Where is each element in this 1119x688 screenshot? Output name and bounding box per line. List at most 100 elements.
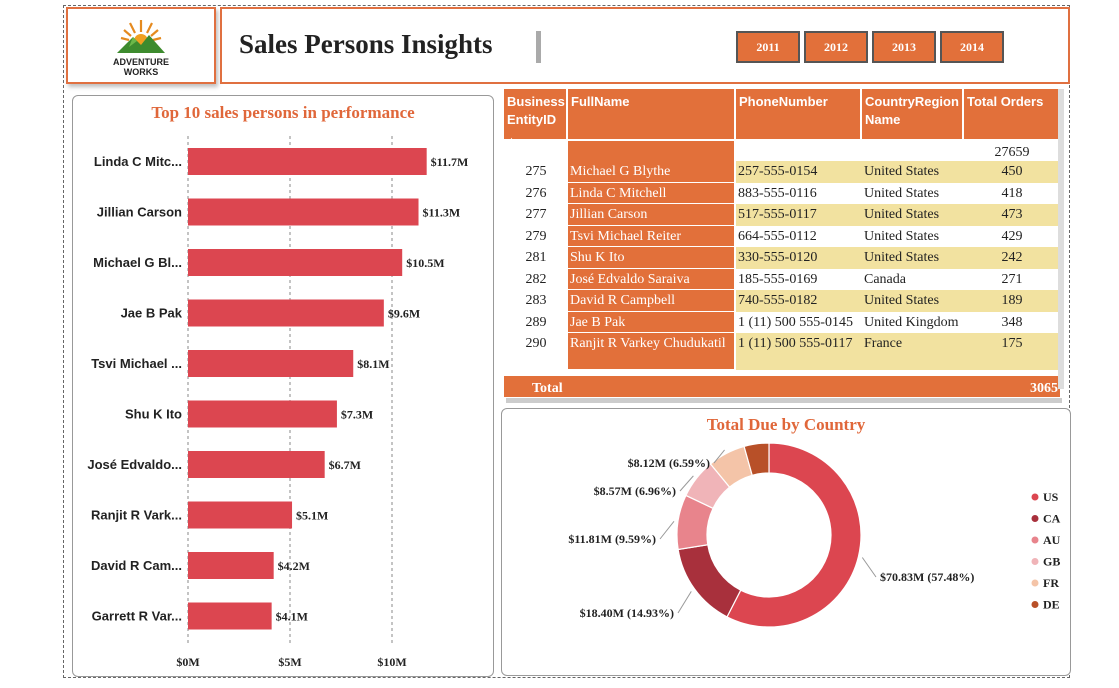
sort-ascending-icon[interactable]: ▲ xyxy=(507,135,516,145)
bar[interactable] xyxy=(188,299,384,327)
table-vertical-scrollbar[interactable] xyxy=(1058,89,1064,389)
table-cell-phone: 883-555-0116 xyxy=(736,182,862,204)
table-cell-fullname: Linda C Mitchell xyxy=(568,182,734,203)
report-canvas xyxy=(63,5,1070,678)
table-cell-id: 279 xyxy=(525,228,547,244)
table-cell-id: 283 xyxy=(525,293,547,308)
bar-category-label: Jae B Pak xyxy=(121,306,183,321)
table-cell-fullname: Shu K Ito xyxy=(568,247,734,268)
table-cell-id: 289 xyxy=(525,314,547,330)
bar[interactable] xyxy=(188,602,272,630)
table-cell-country: Canada xyxy=(862,268,964,290)
table-cell-fullname: José Edvaldo Saraiva xyxy=(568,268,734,289)
donut-leader-line xyxy=(861,557,877,578)
table-cell-orders: 473 xyxy=(964,204,1060,226)
donut-data-label: $70.83M (57.48%) xyxy=(880,570,974,584)
bar-xtick-label: $0M xyxy=(176,655,199,669)
bar-category-label: Linda C Mitc... xyxy=(94,154,182,169)
table-cell-id: 282 xyxy=(525,271,547,287)
bar[interactable] xyxy=(188,198,419,226)
bar[interactable] xyxy=(188,552,274,579)
table-cell-fullname: Jillian Carson xyxy=(568,204,734,225)
logo-panel: ADVENTURE WORKS xyxy=(66,7,216,84)
table-cell-fullname: Michael G Blythe xyxy=(568,161,734,182)
legend-marker xyxy=(1031,579,1039,587)
donut-data-label: $8.12M (6.59%) xyxy=(628,456,710,470)
donut-data-label: $8.57M (6.96%) xyxy=(594,484,676,498)
legend-marker xyxy=(1031,493,1039,501)
table-header-cell[interactable]: Total Orders xyxy=(964,89,1058,139)
adventure-works-logo: ADVENTURE WORKS xyxy=(113,20,169,77)
table-header-cell[interactable]: CountryRegion Name xyxy=(862,89,962,139)
title-panel: Sales Persons Insights 2011 2012 2013 20… xyxy=(220,7,1070,84)
bar[interactable] xyxy=(188,400,337,428)
donut-slice[interactable] xyxy=(743,442,770,477)
bar[interactable] xyxy=(188,501,293,529)
legend-label[interactable]: CA xyxy=(1043,512,1061,526)
svg-text:ADVENTURE: ADVENTURE xyxy=(113,57,169,67)
bar-data-label: $4.1M xyxy=(276,610,308,624)
bar[interactable] xyxy=(188,350,354,377)
legend-label[interactable]: GB xyxy=(1043,555,1060,569)
bar-category-label: Tsvi Michael ... xyxy=(91,356,182,371)
table-cell-phone: 257-555-0154 xyxy=(736,161,862,183)
legend-label[interactable]: AU xyxy=(1043,533,1061,547)
legend-label[interactable]: DE xyxy=(1043,598,1060,612)
bar[interactable] xyxy=(188,249,403,276)
svg-text:WORKS: WORKS xyxy=(124,67,159,77)
donut-slice[interactable] xyxy=(726,442,862,628)
table-cell-orders: 429 xyxy=(964,225,1060,247)
table-cell-blank-name xyxy=(568,141,734,161)
year-button-2014[interactable]: 2014 xyxy=(940,31,1004,63)
donut-slice[interactable] xyxy=(677,544,742,618)
bar[interactable] xyxy=(188,148,427,175)
legend-label[interactable]: US xyxy=(1043,490,1059,504)
table-total-label: Total xyxy=(532,381,563,396)
table-cell-country: United States xyxy=(862,290,964,312)
table-cell-country: United Kingdom xyxy=(862,311,964,333)
year-button-2013[interactable]: 2013 xyxy=(872,31,936,63)
bar-category-label: David R Cam... xyxy=(91,558,182,573)
table-cell-phone: 740-555-0182 xyxy=(736,290,862,312)
table-cell-country: United States xyxy=(862,182,964,204)
donut-chart-panel: Total Due by Country $70.83M (57.48%) $18… xyxy=(501,408,1071,676)
bar-data-label: $11.3M xyxy=(423,206,461,220)
year-button-2011[interactable]: 2011 xyxy=(736,31,800,63)
table-total-row xyxy=(504,376,1060,397)
donut-chart-title: Total Due by Country xyxy=(706,415,866,434)
bar[interactable] xyxy=(188,451,325,478)
table-cell-orders: 271 xyxy=(964,268,1060,290)
table-cell-fullname: Jae B Pak xyxy=(568,311,734,332)
bar-category-label: Garrett R Var... xyxy=(92,609,182,624)
bar-category-label: Shu K Ito xyxy=(125,407,182,422)
bar-data-label: $11.7M xyxy=(431,155,469,169)
bar-data-label: $4.2M xyxy=(278,559,310,573)
legend-marker xyxy=(1031,515,1039,522)
table-cell-orders: 418 xyxy=(964,182,1060,204)
table-cell-country: United States xyxy=(862,161,964,183)
legend-label[interactable]: FR xyxy=(1043,576,1059,590)
bar-data-label: $7.3M xyxy=(341,408,373,422)
table-cell-orders: 450 xyxy=(964,161,1060,183)
table-header-cell[interactable]: PhoneNumber xyxy=(736,89,860,139)
table-cell-orders: 189 xyxy=(964,290,1060,312)
bar-xtick-label: $5M xyxy=(278,655,301,669)
donut-chart: $70.83M (57.48%) $18.40M (14.93%) $11.81M … xyxy=(568,442,1061,628)
bar-data-label: $8.1M xyxy=(357,357,389,371)
table-cell-orders: 242 xyxy=(964,247,1060,269)
table-cell-orders: 348 xyxy=(964,311,1060,333)
table-cell-country: France xyxy=(862,333,964,370)
table-header-cell[interactable]: FullName xyxy=(568,89,734,139)
year-button-2012[interactable]: 2012 xyxy=(804,31,868,63)
bar-chart-panel: Top 10 sales persons in performance $0M $… xyxy=(72,95,494,677)
table-cell-phone: 664-555-0112 xyxy=(736,225,862,247)
table-horizontal-scrollbar[interactable] xyxy=(506,398,1062,403)
bar-category-label: Jillian Carson xyxy=(97,205,182,220)
page-title: Sales Persons Insights xyxy=(239,29,493,59)
donut-leader-line xyxy=(677,591,692,614)
legend-marker xyxy=(1031,601,1039,608)
donut-leader-line xyxy=(659,520,675,540)
table-cell-id: 290 xyxy=(525,336,547,351)
bar-chart: $0M $5M $10M Linda C Mitc... $11.7M Jillian C… xyxy=(87,136,469,669)
table-header-cell[interactable]: Business EntityID ▲ xyxy=(504,89,566,145)
